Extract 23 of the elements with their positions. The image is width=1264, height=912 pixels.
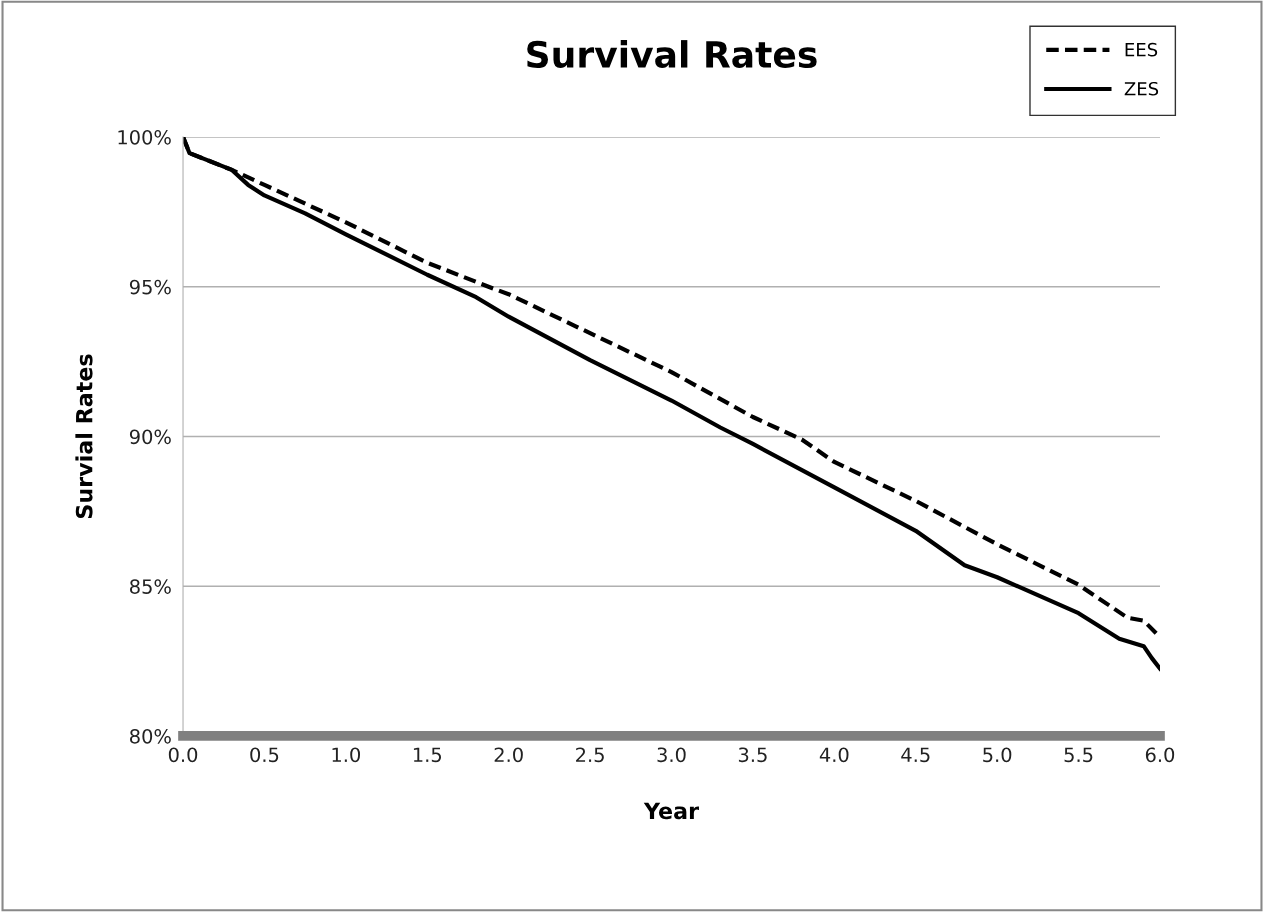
y-tick-label: 85% — [130, 579, 171, 594]
x-tick-label: 6.0 — [1145, 747, 1175, 763]
x-tick-label: 3.5 — [738, 747, 767, 763]
y-tick-label: 95% — [129, 279, 171, 295]
x-axis-title: Year — [643, 802, 699, 820]
x-tick-label: 4.5 — [901, 747, 930, 763]
x-tick-label: 5.5 — [1064, 747, 1093, 763]
x-tick-label: 1.0 — [332, 747, 361, 763]
x-tick-label: 4.0 — [819, 747, 849, 763]
x-tick-label: 5.0 — [983, 747, 1012, 763]
y-tick-label: 90% — [129, 429, 171, 445]
y-axis-title: Survial Rates — [75, 354, 93, 519]
x-tick-label: 0.0 — [168, 747, 198, 763]
x-tick-label: 2.0 — [494, 747, 523, 763]
y-tick-label: 80% — [130, 728, 171, 744]
x-tick-label: 1.5 — [413, 747, 442, 763]
y-tick-label: 100% — [118, 129, 171, 145]
x-tick-label: 2.5 — [576, 747, 604, 763]
x-tick-label: 3.0 — [657, 747, 686, 763]
x-tick-label: 0.5 — [250, 747, 279, 763]
legend-label: ZES — [1124, 81, 1159, 96]
legend-label: EES — [1125, 42, 1158, 57]
chart-title: Survival Rates — [527, 40, 817, 69]
